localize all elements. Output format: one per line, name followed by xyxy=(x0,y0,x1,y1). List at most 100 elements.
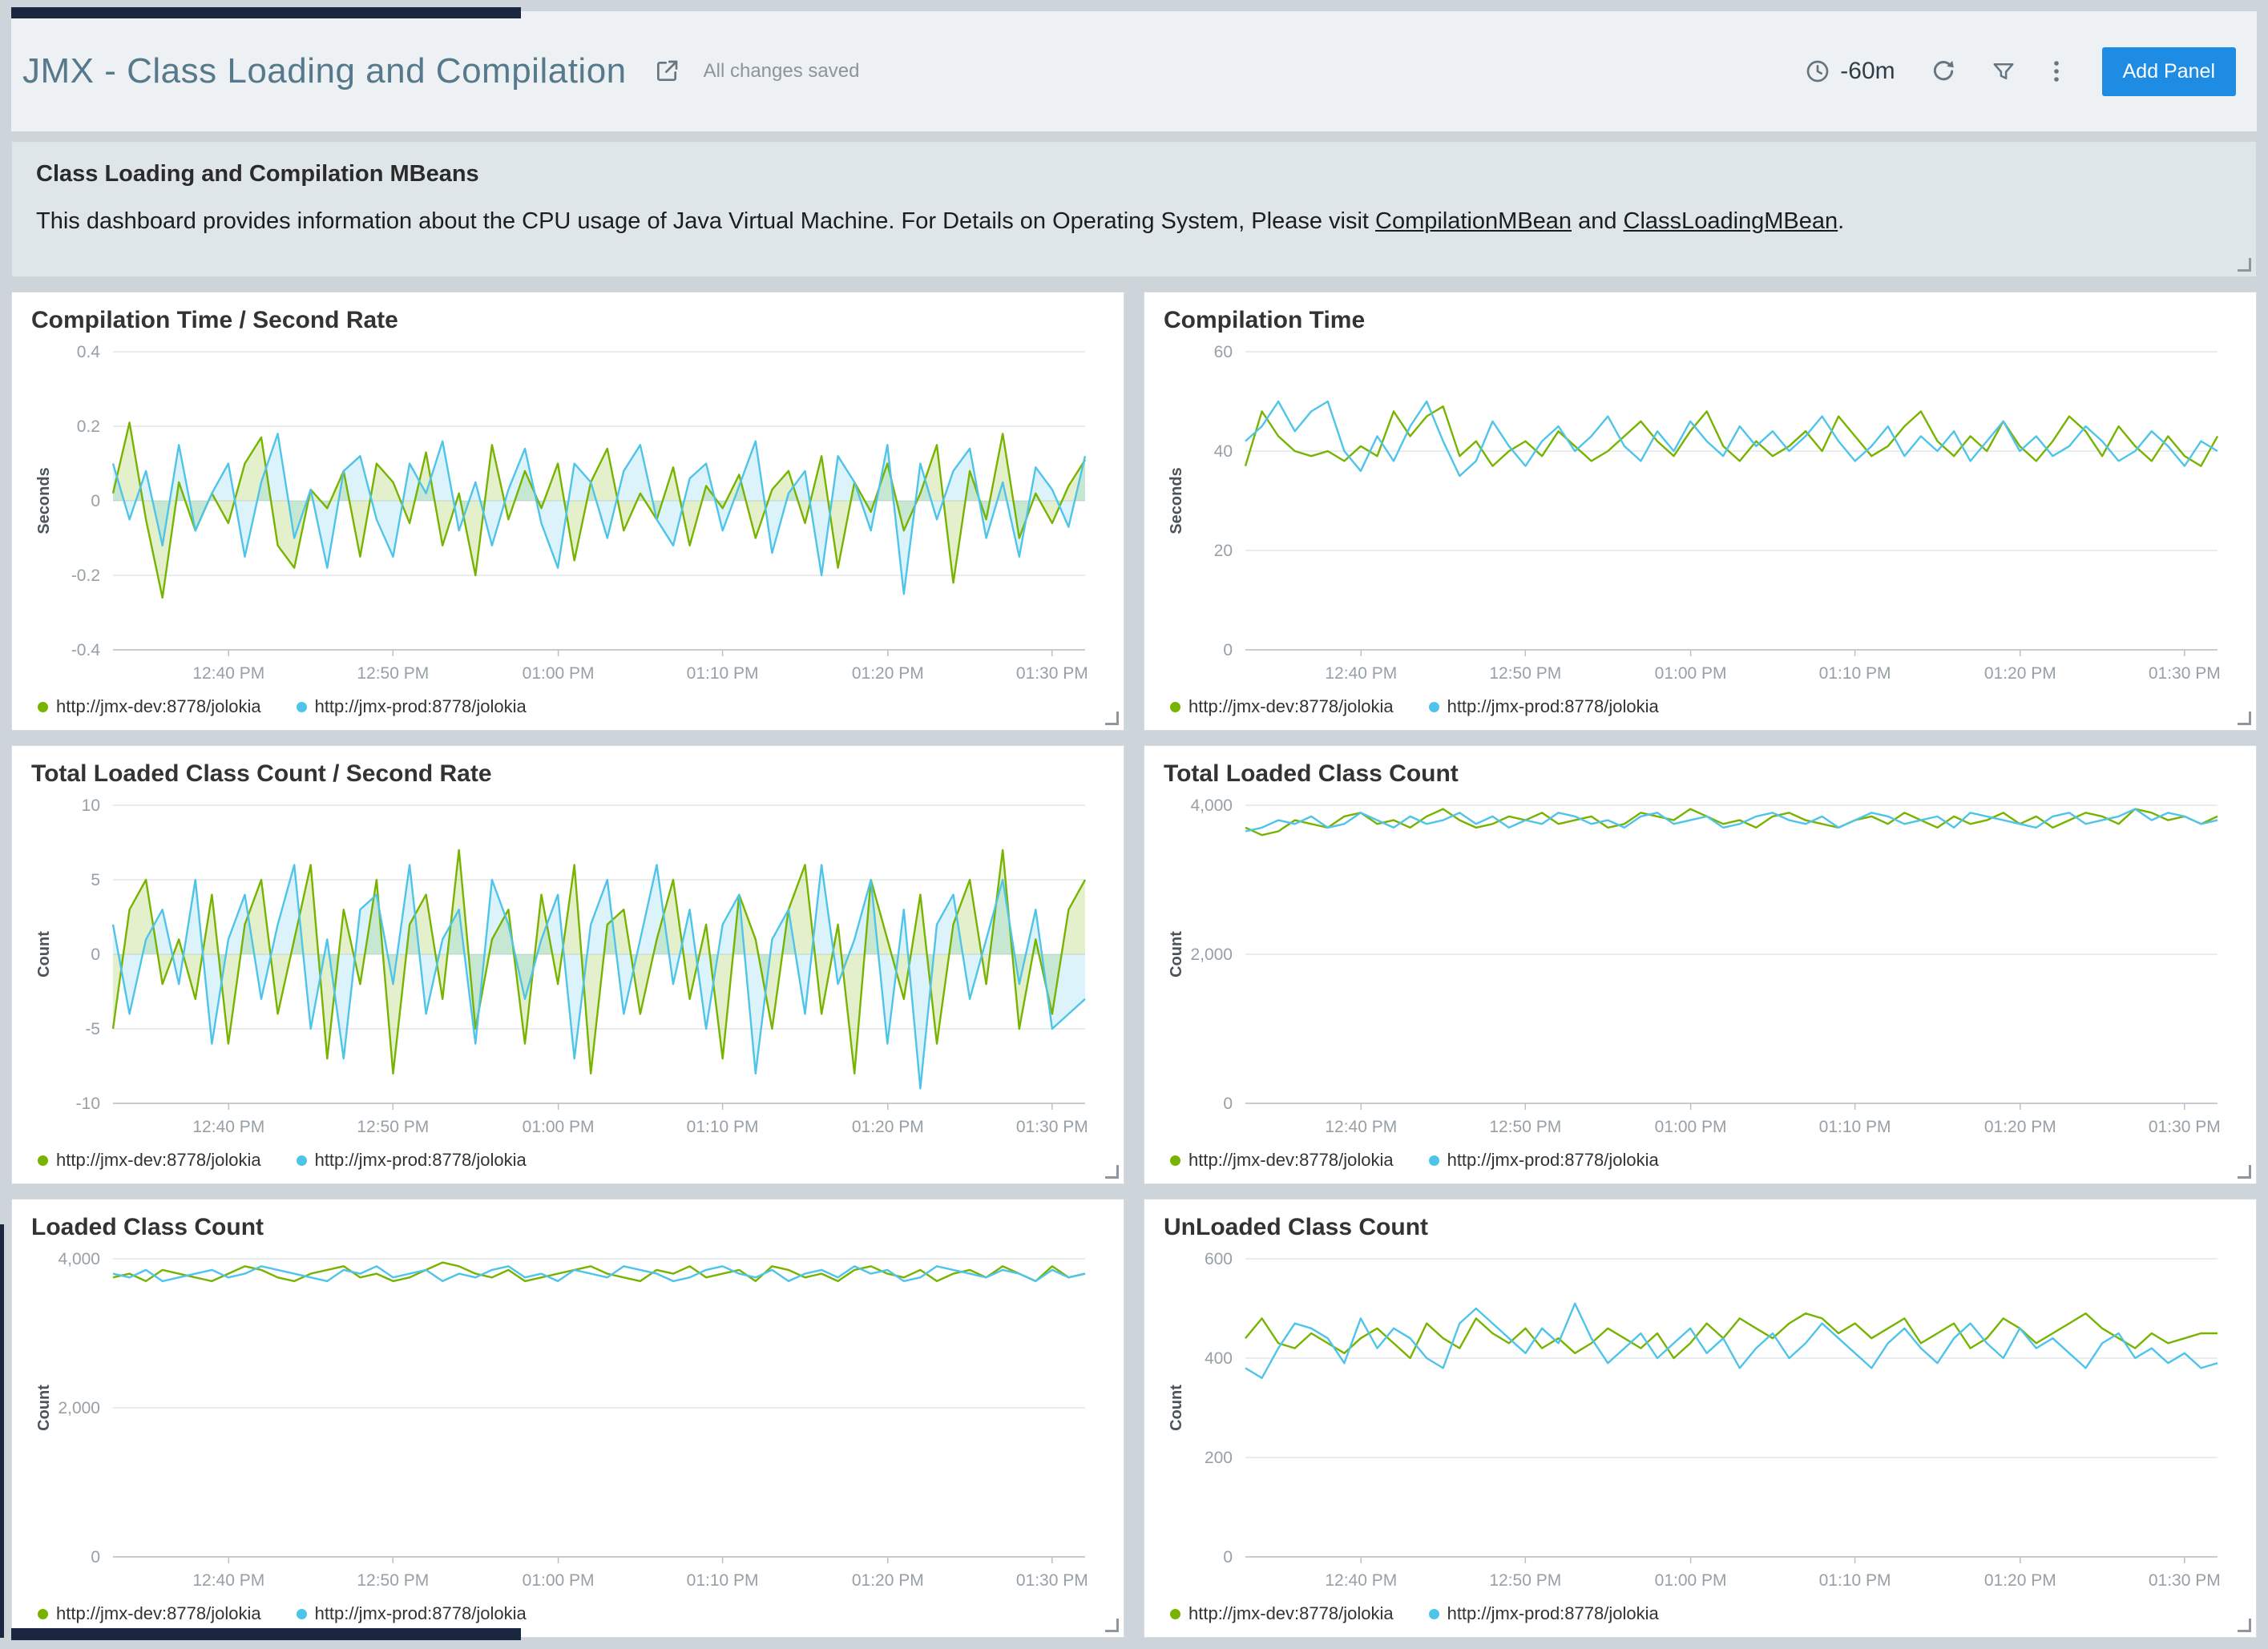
legend-dot-dev xyxy=(38,1155,48,1166)
panel-total-loaded-class-count: Total Loaded Class Count 12:40 PM12:50 P… xyxy=(1144,745,2257,1184)
svg-text:12:40 PM: 12:40 PM xyxy=(192,1571,264,1590)
legend-item-jmx-prod[interactable]: http://jmx-prod:8778/jolokia xyxy=(297,1150,527,1171)
panel-title: UnLoaded Class Count xyxy=(1164,1214,2240,1241)
line-chart-total-loaded-rate[interactable]: 12:40 PM12:50 PM01:00 PM01:10 PM01:20 PM… xyxy=(28,791,1108,1148)
svg-text:12:50 PM: 12:50 PM xyxy=(357,664,429,683)
legend-item-jmx-prod[interactable]: http://jmx-prod:8778/jolokia xyxy=(297,1603,527,1624)
share-edit-icon xyxy=(654,58,680,84)
svg-text:-0.2: -0.2 xyxy=(71,566,100,585)
legend-dot-prod xyxy=(1429,1609,1439,1619)
chart-legend: http://jmx-dev:8778/jolokia http://jmx-p… xyxy=(1170,1150,2240,1171)
svg-text:01:30 PM: 01:30 PM xyxy=(2149,1571,2221,1590)
svg-text:01:10 PM: 01:10 PM xyxy=(1819,1571,1891,1590)
svg-text:Count: Count xyxy=(35,1385,53,1431)
panel-total-loaded-class-count-rate: Total Loaded Class Count / Second Rate 1… xyxy=(11,745,1124,1184)
panel-resize-handle[interactable] xyxy=(2238,258,2251,272)
line-chart-unloaded[interactable]: 12:40 PM12:50 PM01:00 PM01:10 PM01:20 PM… xyxy=(1160,1244,2240,1602)
svg-text:01:20 PM: 01:20 PM xyxy=(1984,664,2056,683)
legend-label: http://jmx-prod:8778/jolokia xyxy=(315,696,527,717)
svg-text:5: 5 xyxy=(91,871,100,889)
svg-text:200: 200 xyxy=(1205,1449,1233,1467)
svg-text:01:00 PM: 01:00 PM xyxy=(1655,664,1727,683)
legend-label: http://jmx-dev:8778/jolokia xyxy=(56,1603,261,1624)
svg-text:12:40 PM: 12:40 PM xyxy=(192,1118,264,1136)
svg-text:40: 40 xyxy=(1214,442,1233,461)
legend-label: http://jmx-dev:8778/jolokia xyxy=(1188,696,1394,717)
legend-item-jmx-dev[interactable]: http://jmx-dev:8778/jolokia xyxy=(38,1603,261,1624)
legend-dot-prod xyxy=(297,702,307,712)
legend-item-jmx-dev[interactable]: http://jmx-dev:8778/jolokia xyxy=(1170,696,1394,717)
markdown-text: This dashboard provides information abou… xyxy=(36,208,1375,234)
legend-item-jmx-dev[interactable]: http://jmx-dev:8778/jolokia xyxy=(38,1150,261,1171)
edit-dashboard-button[interactable] xyxy=(654,58,680,84)
svg-text:01:20 PM: 01:20 PM xyxy=(1984,1118,2056,1136)
legend-item-jmx-prod[interactable]: http://jmx-prod:8778/jolokia xyxy=(1429,1603,1659,1624)
time-range-picker[interactable]: -60m xyxy=(1805,58,1895,85)
panel-title: Loaded Class Count xyxy=(31,1214,1108,1241)
svg-text:12:50 PM: 12:50 PM xyxy=(357,1118,429,1136)
svg-text:01:10 PM: 01:10 PM xyxy=(1819,664,1891,683)
line-chart-loaded[interactable]: 12:40 PM12:50 PM01:00 PM01:10 PM01:20 PM… xyxy=(28,1244,1108,1602)
line-chart-compilation-time[interactable]: 12:40 PM12:50 PM01:00 PM01:10 PM01:20 PM… xyxy=(1160,337,2240,695)
panel-resize-handle[interactable] xyxy=(2238,1619,2251,1632)
svg-text:12:50 PM: 12:50 PM xyxy=(1489,1571,1561,1590)
line-chart-compilation-time-rate[interactable]: 12:40 PM12:50 PM01:00 PM01:10 PM01:20 PM… xyxy=(28,337,1108,695)
legend-item-jmx-prod[interactable]: http://jmx-prod:8778/jolokia xyxy=(1429,696,1659,717)
svg-text:12:40 PM: 12:40 PM xyxy=(1325,664,1397,683)
add-panel-button[interactable]: Add Panel xyxy=(2102,47,2236,96)
line-chart-total-loaded[interactable]: 12:40 PM12:50 PM01:00 PM01:10 PM01:20 PM… xyxy=(1160,791,2240,1148)
refresh-icon xyxy=(1931,58,1956,84)
panel-unloaded-class-count: UnLoaded Class Count 12:40 PM12:50 PM01:… xyxy=(1144,1199,2257,1638)
legend-dot-dev xyxy=(38,1609,48,1619)
svg-text:01:00 PM: 01:00 PM xyxy=(523,1571,595,1590)
legend-dot-prod xyxy=(1429,1155,1439,1166)
classloading-mbean-link[interactable]: ClassLoadingMBean xyxy=(1624,208,1838,234)
legend-item-jmx-dev[interactable]: http://jmx-dev:8778/jolokia xyxy=(1170,1603,1394,1624)
panel-resize-handle[interactable] xyxy=(1105,1165,1119,1179)
svg-text:01:20 PM: 01:20 PM xyxy=(852,664,924,683)
app-background-strip-top xyxy=(11,7,521,18)
svg-text:Count: Count xyxy=(1168,1385,1185,1431)
clock-icon xyxy=(1805,58,1830,84)
chart-legend: http://jmx-dev:8778/jolokia http://jmx-p… xyxy=(38,1150,1108,1171)
legend-label: http://jmx-dev:8778/jolokia xyxy=(1188,1150,1394,1171)
chart-legend: http://jmx-dev:8778/jolokia http://jmx-p… xyxy=(1170,696,2240,717)
svg-text:0: 0 xyxy=(1223,1548,1233,1566)
markdown-panel: Class Loading and Compilation MBeans Thi… xyxy=(11,141,2257,277)
refresh-button[interactable] xyxy=(1931,58,1956,84)
legend-item-jmx-dev[interactable]: http://jmx-dev:8778/jolokia xyxy=(1170,1150,1394,1171)
svg-text:01:20 PM: 01:20 PM xyxy=(852,1571,924,1590)
legend-dot-prod xyxy=(297,1609,307,1619)
svg-text:0.4: 0.4 xyxy=(77,343,101,361)
legend-label: http://jmx-dev:8778/jolokia xyxy=(56,696,261,717)
legend-label: http://jmx-prod:8778/jolokia xyxy=(315,1603,527,1624)
panel-resize-handle[interactable] xyxy=(2238,1165,2251,1179)
app-background-strip-left xyxy=(0,1224,4,1638)
svg-text:Count: Count xyxy=(1168,931,1185,978)
panel-title: Compilation Time xyxy=(1164,307,2240,334)
legend-dot-dev xyxy=(1170,702,1180,712)
app-background-strip-bottom xyxy=(11,1628,521,1640)
svg-text:01:00 PM: 01:00 PM xyxy=(523,1118,595,1136)
svg-text:01:30 PM: 01:30 PM xyxy=(1016,664,1088,683)
svg-text:01:10 PM: 01:10 PM xyxy=(1819,1118,1891,1136)
legend-item-jmx-prod[interactable]: http://jmx-prod:8778/jolokia xyxy=(1429,1150,1659,1171)
legend-dot-dev xyxy=(38,702,48,712)
svg-text:4,000: 4,000 xyxy=(1190,796,1233,815)
kebab-menu-icon xyxy=(2051,58,2062,84)
compilation-mbean-link[interactable]: CompilationMBean xyxy=(1375,208,1572,234)
chart-legend: http://jmx-dev:8778/jolokia http://jmx-p… xyxy=(1170,1603,2240,1624)
panel-resize-handle[interactable] xyxy=(1105,712,1119,725)
svg-text:4,000: 4,000 xyxy=(58,1250,100,1268)
panel-resize-handle[interactable] xyxy=(1105,1619,1119,1632)
svg-text:-10: -10 xyxy=(76,1095,100,1113)
svg-text:Count: Count xyxy=(35,931,53,978)
svg-text:0: 0 xyxy=(91,945,100,964)
legend-item-jmx-dev[interactable]: http://jmx-dev:8778/jolokia xyxy=(38,696,261,717)
kebab-menu-button[interactable] xyxy=(2051,58,2062,84)
markdown-heading: Class Loading and Compilation MBeans xyxy=(36,161,2232,187)
panel-resize-handle[interactable] xyxy=(2238,712,2251,725)
legend-dot-prod xyxy=(1429,702,1439,712)
filter-button[interactable] xyxy=(1992,59,2016,83)
legend-item-jmx-prod[interactable]: http://jmx-prod:8778/jolokia xyxy=(297,696,527,717)
